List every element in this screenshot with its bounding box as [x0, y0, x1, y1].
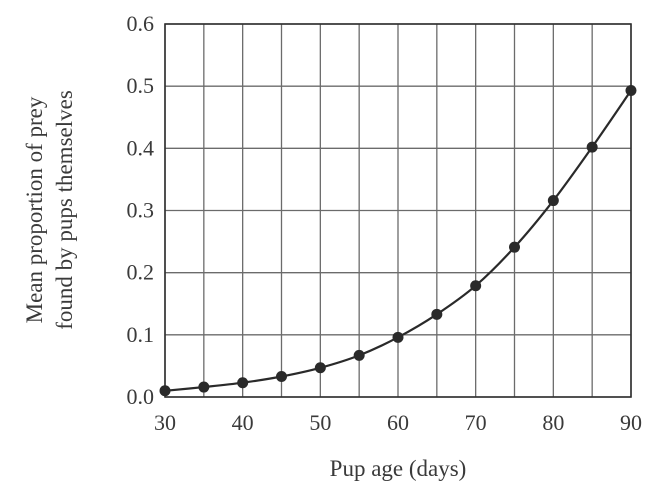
data-point-11	[586, 141, 598, 153]
plot-border	[164, 23, 632, 398]
data-point-0	[159, 385, 171, 397]
x-tick-label-4: 70	[465, 410, 487, 435]
x-tick-label-2: 50	[309, 410, 331, 435]
plot-frame	[164, 23, 632, 398]
y-tick-label-6: 0.6	[127, 11, 155, 36]
x-tick-label-0: 30	[154, 410, 176, 435]
y-axis-ticks: 0.0 0.1 0.2 0.3 0.4 0.5 0.6	[127, 11, 155, 409]
data-point-12	[625, 85, 637, 97]
y-axis-title-line-2: found by pups themselves	[52, 90, 77, 330]
x-tick-label-5: 80	[542, 410, 564, 435]
data-point-3	[276, 370, 287, 382]
data-point-8	[470, 280, 482, 292]
data-point-9	[509, 241, 520, 253]
data-point-2	[237, 377, 249, 389]
data-point-6	[392, 331, 404, 343]
x-axis-title: Pup age (days)	[330, 456, 467, 481]
y-tick-label-2: 0.2	[127, 260, 155, 285]
y-tick-label-0: 0.0	[127, 384, 155, 409]
x-tick-label-6: 90	[620, 410, 642, 435]
data-series	[159, 85, 637, 397]
x-axis-ticks: 30 40 50 60 70 80 90	[154, 410, 642, 435]
data-point-5	[353, 349, 365, 361]
y-tick-label-1: 0.1	[127, 322, 155, 347]
data-point-1	[198, 381, 210, 393]
data-point-10	[547, 195, 559, 207]
x-tick-label-1: 40	[232, 410, 254, 435]
x-tick-label-3: 60	[387, 410, 409, 435]
y-tick-label-5: 0.5	[127, 73, 155, 98]
data-point-7	[431, 308, 443, 320]
y-tick-label-4: 0.4	[127, 135, 155, 160]
y-axis-title-line-1: Mean proportion of prey	[22, 96, 47, 323]
y-axis-title: Mean proportion of prey found by pups th…	[22, 90, 77, 330]
y-tick-label-3: 0.3	[127, 198, 155, 223]
data-point-4	[314, 362, 326, 374]
